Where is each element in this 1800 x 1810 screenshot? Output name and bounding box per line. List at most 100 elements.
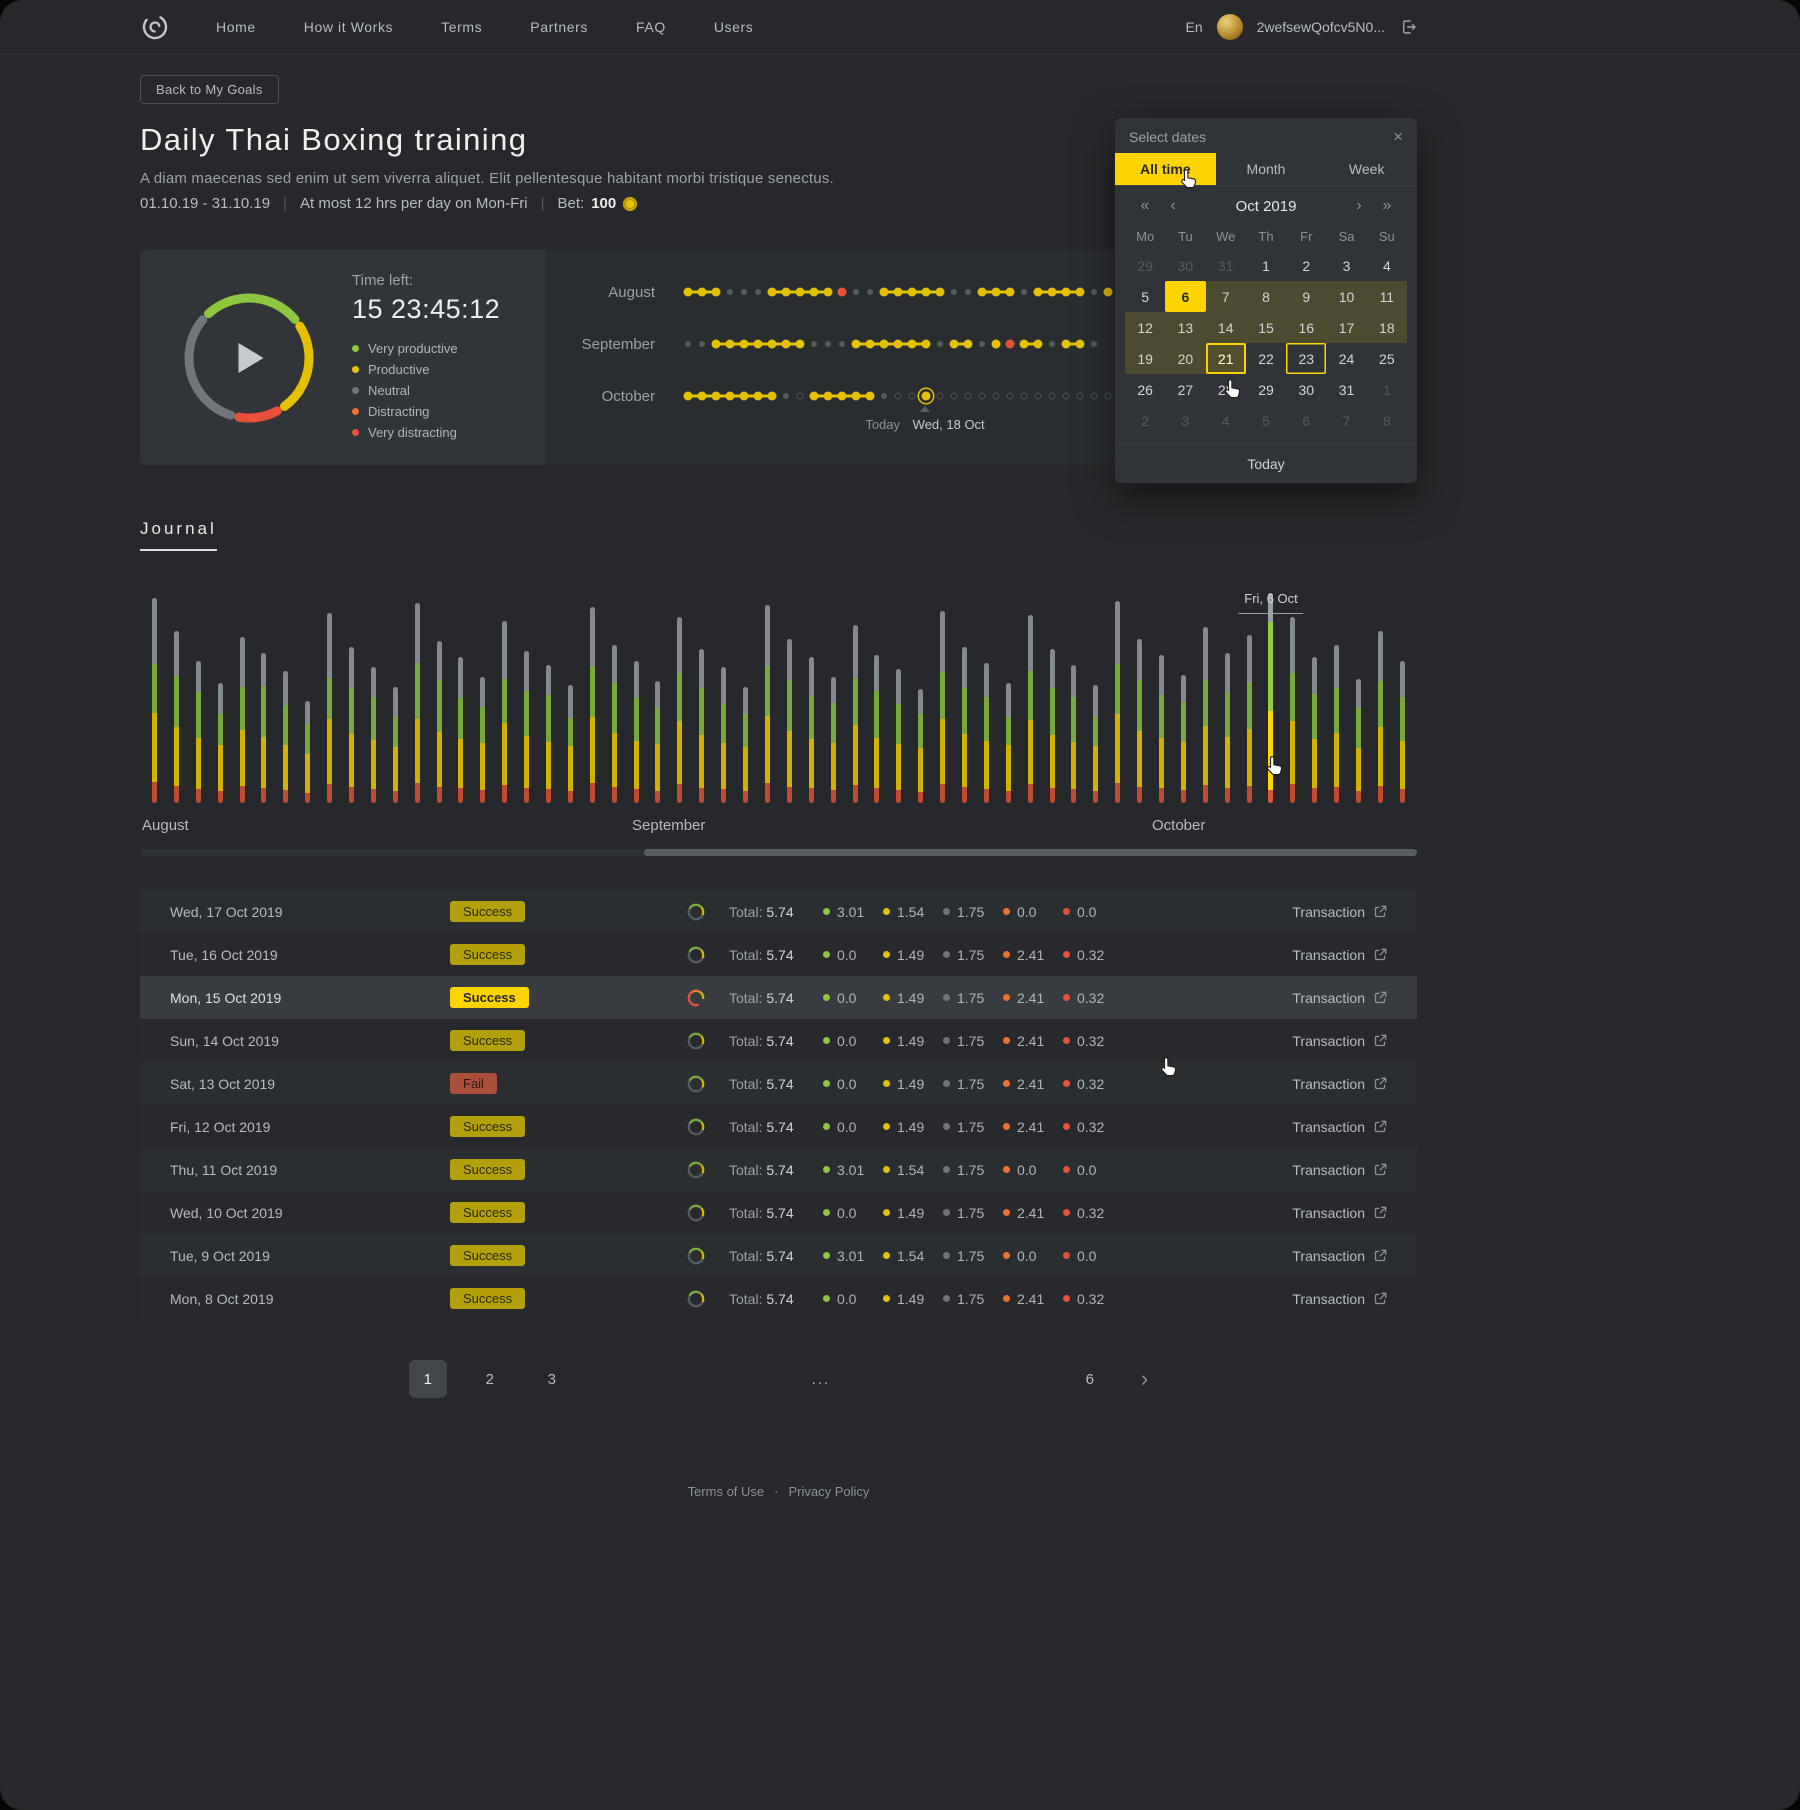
transaction-link[interactable]: Transaction	[1292, 904, 1387, 920]
calendar-day[interactable]: 4	[1382, 257, 1391, 274]
timeline-day-dot[interactable]	[907, 339, 916, 349]
timeline-day-dot[interactable]	[781, 287, 790, 297]
timeline-day-dot[interactable]	[1090, 341, 1097, 347]
timeline-day-dot[interactable]	[795, 287, 804, 297]
today-button[interactable]: Today	[1115, 444, 1417, 483]
chart-bar[interactable]	[283, 671, 289, 803]
timeline-day-dot[interactable]	[753, 339, 762, 349]
timeline-day-dot[interactable]	[1034, 392, 1041, 400]
transaction-link[interactable]: Transaction	[1292, 1248, 1387, 1264]
chart-bar[interactable]	[1268, 593, 1274, 803]
chart-bar[interactable]	[1158, 655, 1164, 803]
timeline-day-dot[interactable]	[879, 339, 888, 349]
timeline-day-dot[interactable]	[921, 391, 930, 401]
chart-bar[interactable]	[305, 701, 311, 803]
next-year-button[interactable]: »	[1382, 197, 1392, 214]
journal-row[interactable]: Wed, 17 Oct 2019 Success Total: 5.74 3.01 1.…	[140, 890, 1417, 933]
timeline-day-dot[interactable]	[767, 287, 776, 297]
timeline-day-dot[interactable]	[697, 391, 706, 401]
timeline-day-dot[interactable]	[683, 391, 692, 401]
chart-bar[interactable]	[392, 687, 398, 803]
nav-item-partners[interactable]: Partners	[530, 19, 588, 35]
date-tab-month[interactable]: Month	[1246, 161, 1286, 177]
timeline-day-dot[interactable]	[949, 339, 958, 349]
calendar-day[interactable]: 7	[1205, 281, 1246, 312]
transaction-link[interactable]: Transaction	[1292, 1119, 1387, 1135]
calendar-day[interactable]: 15	[1245, 312, 1287, 343]
calendar-day[interactable]: 29	[1258, 381, 1274, 398]
timeline-day-dot[interactable]	[837, 391, 846, 401]
timeline-day-dot[interactable]	[739, 339, 748, 349]
timeline-day-dot[interactable]	[1033, 339, 1042, 349]
chart-bar[interactable]	[458, 657, 464, 803]
calendar-day[interactable]: 3	[1342, 257, 1351, 274]
timeline-day-dot[interactable]	[880, 393, 887, 399]
timeline-day-dot[interactable]	[936, 341, 943, 347]
calendar-day[interactable]: 31	[1217, 257, 1234, 274]
calendar-day[interactable]: 7	[1342, 412, 1351, 429]
chart-bar[interactable]	[699, 649, 705, 803]
timeline-day-dot[interactable]	[1076, 392, 1083, 400]
timeline-day-dot[interactable]	[782, 393, 789, 399]
transaction-link[interactable]: Transaction	[1292, 1076, 1387, 1092]
transaction-link[interactable]: Transaction	[1292, 1033, 1387, 1049]
timeline-day-dot[interactable]	[767, 391, 776, 401]
privacy-link[interactable]: Privacy Policy	[788, 1484, 870, 1499]
calendar-day[interactable]: 6	[1302, 412, 1311, 429]
timeline-day-dot[interactable]	[964, 392, 971, 400]
calendar-day[interactable]: 20	[1165, 343, 1206, 374]
chart-bar[interactable]	[764, 605, 770, 803]
avatar[interactable]	[1216, 14, 1243, 40]
chart-bar[interactable]	[1093, 685, 1099, 803]
timeline-day-dot[interactable]	[809, 287, 818, 297]
timeline-day-dot[interactable]	[1090, 392, 1097, 400]
timeline-day-dot[interactable]	[837, 287, 846, 297]
calendar-day[interactable]: 29	[1137, 257, 1153, 274]
journal-row[interactable]: Tue, 16 Oct 2019 Success Total: 5.74 0.0 1.4…	[140, 933, 1417, 976]
calendar-day[interactable]: 23	[1286, 343, 1326, 374]
scrollbar-thumb[interactable]	[644, 849, 1417, 856]
chart-bar[interactable]	[1246, 635, 1252, 803]
chart-bar[interactable]	[961, 647, 967, 803]
chart-bar[interactable]	[1180, 675, 1186, 803]
page-1[interactable]: 1	[408, 1360, 447, 1398]
timeline-day-dot[interactable]	[865, 391, 874, 401]
timeline-day-dot[interactable]	[978, 341, 985, 347]
timeline-day-dot[interactable]	[893, 287, 902, 297]
calendar-day[interactable]: 28	[1217, 381, 1234, 398]
chart-bar[interactable]	[152, 598, 157, 803]
chart-scrollbar[interactable]	[140, 849, 1417, 856]
timeline-day-dot[interactable]	[1048, 392, 1055, 400]
chart-bar[interactable]	[195, 661, 201, 803]
timeline-day-dot[interactable]	[796, 392, 803, 400]
timeline-day-dot[interactable]	[907, 287, 916, 297]
timeline-day-dot[interactable]	[950, 289, 957, 295]
journal-row[interactable]: Mon, 8 Oct 2019 Success Total: 5.74 0.0 1.49…	[140, 1277, 1417, 1320]
logout-icon[interactable]	[1399, 18, 1417, 36]
terms-link[interactable]: Terms of Use	[687, 1484, 765, 1499]
timeline-day-dot[interactable]	[684, 341, 691, 347]
close-icon[interactable]: ×	[1393, 127, 1403, 146]
calendar-day[interactable]: 2	[1141, 412, 1150, 429]
calendar-day[interactable]: 1	[1382, 381, 1391, 398]
language-selector[interactable]: En	[1185, 19, 1203, 35]
calendar-day[interactable]: 31	[1338, 381, 1355, 398]
timeline-day-dot[interactable]	[1075, 339, 1084, 349]
chart-bar[interactable]	[808, 657, 814, 803]
calendar-day[interactable]: 16	[1286, 312, 1327, 343]
timeline-day-dot[interactable]	[1103, 287, 1112, 297]
timeline-day-dot[interactable]	[936, 392, 943, 400]
next-page-button[interactable]: ›	[1140, 1366, 1149, 1391]
chart-bar[interactable]	[502, 621, 508, 803]
timeline-day-dot[interactable]	[992, 392, 999, 400]
nav-item-how-it-works[interactable]: How it Works	[303, 19, 394, 35]
timeline-day-dot[interactable]	[894, 392, 901, 400]
timeline-day-dot[interactable]	[893, 339, 902, 349]
timeline-day-dot[interactable]	[964, 289, 971, 295]
calendar-day[interactable]: 1	[1262, 257, 1270, 274]
timeline-day-dot[interactable]	[824, 341, 831, 347]
chart-bar[interactable]	[173, 631, 179, 803]
transaction-link[interactable]: Transaction	[1292, 1291, 1387, 1307]
username[interactable]: 2wefsewQofcv5N0...	[1256, 19, 1385, 35]
calendar-day[interactable]: 6	[1165, 281, 1206, 312]
